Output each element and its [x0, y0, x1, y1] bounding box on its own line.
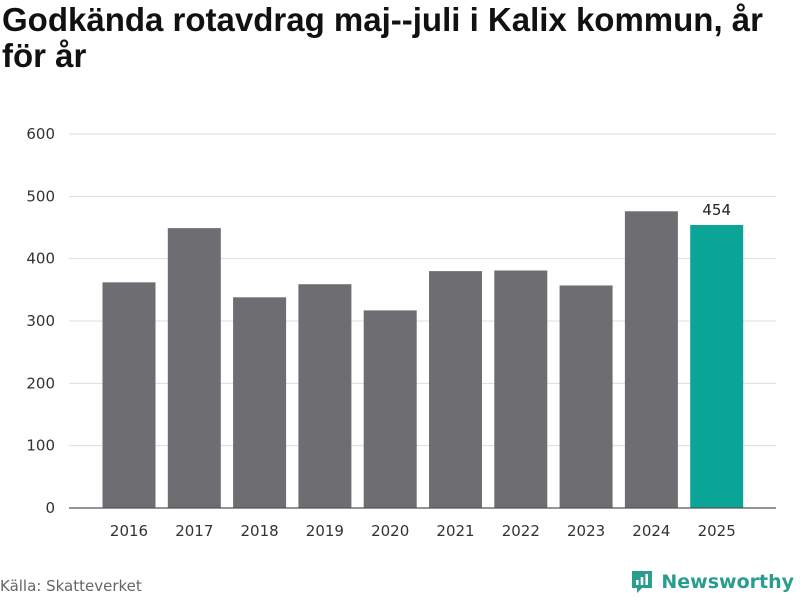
- bar-chart-pin-icon: [632, 571, 653, 593]
- y-tick-label: 400: [26, 250, 55, 268]
- x-tick-label: 2024: [632, 522, 670, 540]
- bar-2018: [233, 297, 287, 508]
- y-tick-label: 200: [26, 374, 55, 392]
- data-labels: 454: [702, 201, 731, 219]
- y-tick-label: 100: [26, 437, 55, 455]
- brand-name: Newsworthy: [661, 571, 794, 593]
- bars: [102, 211, 744, 509]
- bar-2023: [559, 285, 613, 508]
- bar-2020: [363, 310, 417, 508]
- chart-title: Godkända rotavdrag maj--juli i Kalix kom…: [2, 1, 763, 74]
- brand-logo: Newsworthy: [630, 569, 794, 595]
- x-tick-label: 2017: [175, 522, 213, 540]
- x-tick-label: 2023: [567, 522, 605, 540]
- source-note: Källa: Skatteverket: [0, 577, 142, 595]
- x-tick-label: 2020: [371, 522, 409, 540]
- bar-2019: [298, 284, 352, 508]
- y-tick-label: 600: [26, 125, 55, 143]
- axes: 0 100 200 300 400 500 600 2016 2017 2018 2019 2020 2…: [26, 125, 776, 540]
- x-tick-label: 2016: [110, 522, 148, 540]
- x-tick-label: 2021: [436, 522, 474, 540]
- data-label: 454: [702, 201, 731, 219]
- bar-2024: [624, 211, 678, 508]
- bar-2017: [167, 228, 221, 508]
- x-tick-label: 2019: [306, 522, 344, 540]
- bar-2022: [494, 270, 548, 508]
- x-tick-label: 2018: [241, 522, 279, 540]
- bar-2025: [690, 225, 744, 509]
- y-tick-label: 0: [45, 499, 55, 517]
- y-tick-label: 500: [26, 187, 55, 205]
- bar-2016: [102, 282, 156, 508]
- x-tick-label: 2025: [698, 522, 736, 540]
- x-tick-label: 2022: [502, 522, 540, 540]
- bar-2021: [429, 271, 482, 508]
- y-tick-label: 300: [26, 312, 55, 330]
